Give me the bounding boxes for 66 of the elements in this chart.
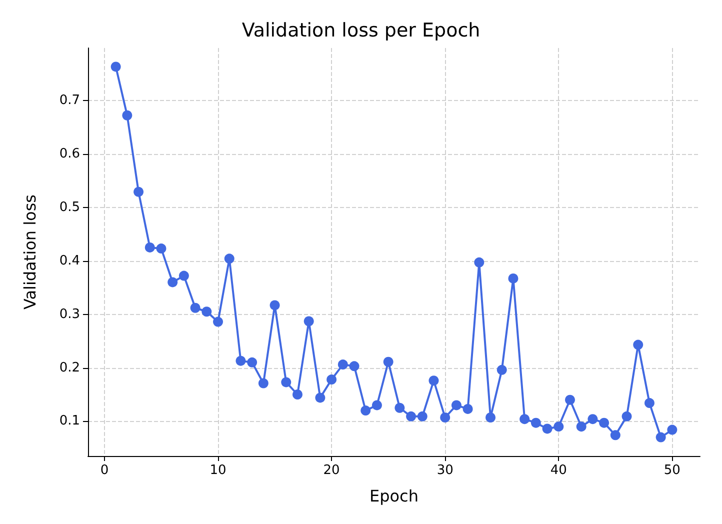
y-tick-label: 0.1 xyxy=(59,414,80,429)
x-tick-label: 10 xyxy=(210,463,226,478)
point xyxy=(622,411,632,422)
point xyxy=(236,356,246,366)
point xyxy=(440,412,450,422)
point xyxy=(213,316,224,327)
point xyxy=(326,374,337,385)
point xyxy=(247,357,258,368)
y-tick-label: 0.3 xyxy=(59,306,80,322)
point xyxy=(134,186,144,197)
x-tick-label: 20 xyxy=(323,463,340,478)
point xyxy=(178,270,189,281)
y-tick-label: 0.4 xyxy=(59,253,80,268)
point xyxy=(610,430,620,440)
point xyxy=(360,406,371,416)
x-axis-title: Epoch xyxy=(370,486,418,506)
point xyxy=(224,254,234,264)
point xyxy=(168,277,178,288)
point xyxy=(417,411,428,422)
point xyxy=(406,411,416,422)
point xyxy=(349,361,360,372)
point xyxy=(565,394,575,405)
y-tick-label: 0.7 xyxy=(59,92,80,108)
point xyxy=(451,400,462,410)
point xyxy=(520,414,530,424)
point xyxy=(202,306,212,317)
point xyxy=(270,300,280,310)
point xyxy=(258,378,268,388)
point xyxy=(428,376,439,386)
point xyxy=(281,377,292,388)
point xyxy=(542,424,552,434)
y-tick-label: 0.6 xyxy=(59,146,80,162)
point xyxy=(394,402,405,413)
point xyxy=(667,424,678,435)
point xyxy=(110,62,121,72)
point xyxy=(644,398,654,408)
x-tick-label: 30 xyxy=(436,463,454,478)
point xyxy=(496,364,507,375)
point xyxy=(554,422,564,432)
y-tick-label: 0.5 xyxy=(59,200,80,215)
point xyxy=(633,340,644,350)
point xyxy=(292,390,302,400)
point xyxy=(315,392,326,403)
point xyxy=(156,244,166,254)
point xyxy=(462,404,473,414)
point xyxy=(338,360,348,370)
point xyxy=(599,418,610,428)
x-tick-label: 50 xyxy=(664,463,680,478)
point xyxy=(144,242,155,252)
point xyxy=(530,418,541,428)
point xyxy=(304,316,314,326)
point xyxy=(190,302,200,313)
point xyxy=(122,110,132,120)
point xyxy=(383,356,394,367)
point xyxy=(474,257,484,268)
point xyxy=(656,432,666,442)
point xyxy=(486,412,496,422)
x-tick-label: 40 xyxy=(550,463,567,478)
chart-title: Validation loss per Epoch xyxy=(242,20,480,42)
point xyxy=(372,400,382,410)
point xyxy=(508,273,518,284)
x-tick-label: 0 xyxy=(100,463,109,478)
point xyxy=(588,414,598,424)
y-axis-title: Validation loss xyxy=(20,194,40,310)
point xyxy=(576,422,586,432)
y-tick-label: 0.2 xyxy=(59,360,80,376)
